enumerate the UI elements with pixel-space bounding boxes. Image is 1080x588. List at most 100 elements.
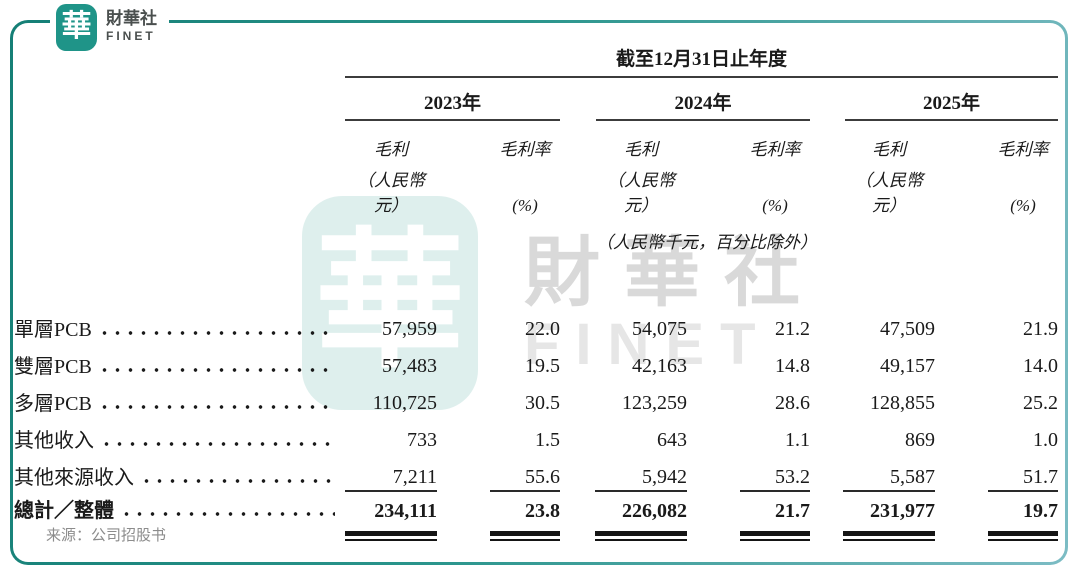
column-header-row: 毛利 毛利率 毛利 毛利率 毛利 毛利率 — [14, 137, 1058, 162]
cell-value: 1.0 — [1033, 429, 1058, 451]
total-value: 231,977 — [870, 499, 935, 522]
table-row: 多層PCB 110,725 30.5 123,259 28.6 128,855 … — [14, 385, 1058, 422]
finet-seal-icon: 華 — [56, 3, 97, 51]
dot-leader — [100, 425, 335, 456]
column-rule — [490, 490, 560, 492]
cell-value: 19.5 — [525, 355, 560, 377]
cell-value: 21.9 — [1023, 318, 1058, 340]
seal-character: 華 — [61, 10, 92, 43]
cell-value: 21.2 — [775, 318, 810, 340]
total-value: 234,111 — [374, 499, 437, 522]
watermark-seal-logo: 華 — [302, 196, 478, 410]
cell-value: 7,211 — [392, 466, 437, 488]
subtotal-rule-row — [14, 490, 1058, 492]
row-label: 其他收入 — [14, 429, 94, 452]
col-header-amount: 毛利 — [624, 140, 658, 159]
dot-leader — [97, 314, 335, 345]
watermark-brand-subname: FINET — [524, 312, 772, 377]
unit-note: （人民幣千元，百分比除外） — [596, 233, 817, 252]
cell-value: 643 — [657, 429, 687, 451]
finet-logo: 華 財華社 FINET — [50, 0, 169, 54]
row-label: 其他來源收入 — [14, 466, 134, 489]
year-header-row: 2023年 2024年 2025年 — [14, 92, 1058, 121]
watermark-seal-character: 華 — [314, 220, 465, 386]
cell-value: 123,259 — [622, 392, 687, 414]
cell-value: 54,075 — [632, 318, 687, 340]
year-header-2023: 2023年 — [345, 92, 560, 121]
col-unit-ratio: (%) — [1010, 196, 1036, 215]
year-header-2025: 2025年 — [845, 92, 1058, 121]
brand-name: 財華社 — [106, 9, 157, 29]
col-unit-amount: （人民幣元） — [607, 171, 675, 215]
table-row: 其他收入 733 1.5 643 1.1 869 1.0 — [14, 422, 1058, 459]
column-rule — [740, 490, 810, 492]
cell-value: 42,163 — [632, 355, 687, 377]
col-header-ratio: 毛利率 — [997, 140, 1049, 159]
cell-value: 49,157 — [880, 355, 935, 377]
cell-value: 733 — [407, 429, 437, 451]
cell-value: 30.5 — [525, 392, 560, 414]
table-row: 其他來源收入 7,211 55.6 5,942 53.2 5,587 51.7 — [14, 459, 1058, 496]
cell-value: 14.0 — [1023, 355, 1058, 377]
cell-value: 55.6 — [525, 466, 560, 488]
grand-total-rule-row — [14, 531, 1058, 541]
double-rule — [490, 531, 560, 541]
column-rule — [843, 490, 935, 492]
double-rule — [345, 531, 437, 541]
total-row: 總計／整體 234,111 23.8 226,082 21.7 231,977 … — [14, 492, 1058, 530]
total-value: 21.7 — [775, 499, 810, 522]
brand-text: 財華社 FINET — [106, 10, 157, 43]
col-header-ratio: 毛利率 — [749, 140, 801, 159]
double-rule — [843, 531, 935, 541]
cell-value: 57,959 — [382, 318, 437, 340]
cell-value: 869 — [905, 429, 935, 451]
cell-value: 5,587 — [890, 466, 935, 488]
col-unit-amount: （人民幣元） — [855, 171, 923, 215]
column-rule — [988, 490, 1058, 492]
double-rule — [740, 531, 810, 541]
dot-leader — [97, 388, 335, 419]
dot-leader — [140, 462, 335, 493]
cell-value: 14.8 — [775, 355, 810, 377]
total-value: 226,082 — [622, 499, 687, 522]
table-row: 雙層PCB 57,483 19.5 42,163 14.8 49,157 14.… — [14, 348, 1058, 385]
cell-value: 47,509 — [880, 318, 935, 340]
watermark-text: 財華社 FINET — [524, 236, 824, 374]
cell-value: 5,942 — [642, 466, 687, 488]
column-rule — [345, 490, 437, 492]
double-rule — [988, 531, 1058, 541]
brand-subname: FINET — [106, 29, 156, 44]
dot-leader — [120, 496, 335, 526]
column-rule — [595, 490, 687, 492]
col-unit-amount: （人民幣元） — [357, 171, 425, 215]
cell-value: 53.2 — [775, 466, 810, 488]
gross-profit-table: 截至12月31日止年度 2023年 2024年 2025年 毛利 毛利率 毛利 … — [14, 0, 1058, 541]
cell-value: 1.5 — [535, 429, 560, 451]
cell-value: 51.7 — [1023, 466, 1058, 488]
row-label: 單層PCB — [14, 318, 92, 341]
cell-value: 128,855 — [870, 392, 935, 414]
col-header-amount: 毛利 — [374, 140, 408, 159]
col-header-amount: 毛利 — [872, 140, 906, 159]
cell-value: 110,725 — [372, 392, 437, 414]
column-unit-row: （人民幣元） (%) （人民幣元） (%) （人民幣元） (%) — [14, 168, 1058, 218]
cell-value: 22.0 — [525, 318, 560, 340]
period-header: 截至12月31日止年度 — [615, 49, 787, 70]
header-rule — [345, 76, 1058, 78]
header-rule-row — [14, 74, 1058, 78]
total-value: 19.7 — [1023, 499, 1058, 522]
cell-value: 57,483 — [382, 355, 437, 377]
row-label: 雙層PCB — [14, 355, 92, 378]
cell-value: 1.1 — [785, 429, 810, 451]
table-row: 單層PCB 57,959 22.0 54,075 21.2 47,509 21.… — [14, 311, 1058, 348]
cell-value: 25.2 — [1023, 392, 1058, 414]
col-unit-ratio: (%) — [512, 196, 538, 215]
double-rule — [595, 531, 687, 541]
total-label: 總計／整體 — [14, 500, 114, 522]
watermark-brand-name: 財華社 — [524, 231, 824, 316]
unit-note-row: （人民幣千元，百分比除外） — [14, 230, 1058, 256]
row-label: 多層PCB — [14, 392, 92, 415]
col-unit-ratio: (%) — [762, 196, 788, 215]
cell-value: 28.6 — [775, 392, 810, 414]
